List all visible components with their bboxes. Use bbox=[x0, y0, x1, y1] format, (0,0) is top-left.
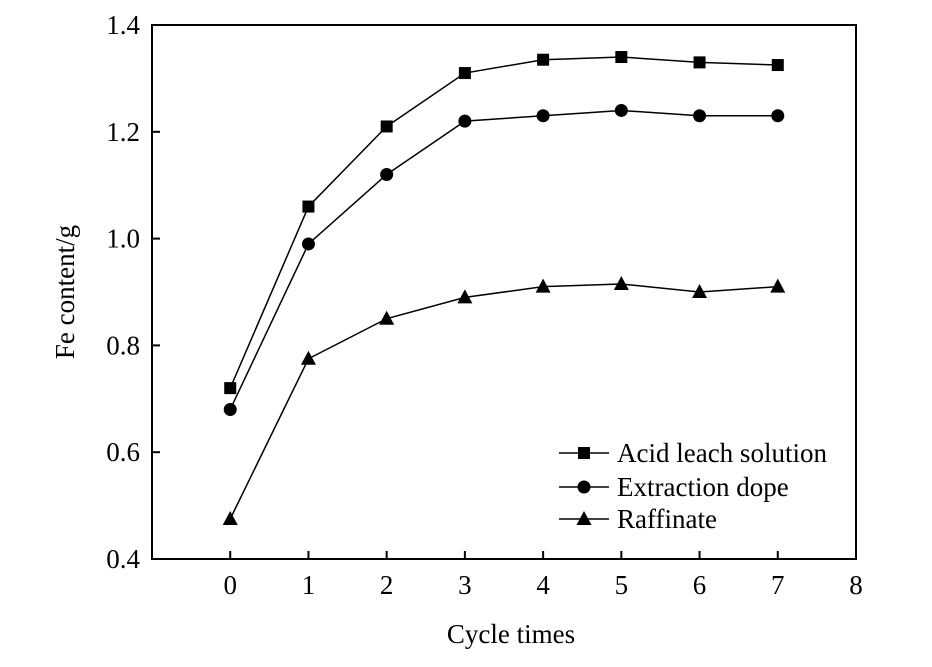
legend-label: Extraction dope bbox=[617, 472, 789, 502]
data-point-square bbox=[693, 56, 706, 69]
data-point-circle bbox=[693, 109, 707, 123]
data-point-triangle bbox=[300, 350, 316, 365]
x-tick-label: 3 bbox=[458, 570, 472, 600]
y-axis-title: Fe content/g bbox=[50, 225, 80, 359]
y-tick-label: 0.6 bbox=[106, 437, 140, 467]
data-point-triangle bbox=[613, 275, 629, 290]
y-tick-label: 1.2 bbox=[106, 117, 140, 147]
y-tick-label: 1.0 bbox=[106, 224, 140, 254]
data-point-square bbox=[224, 382, 237, 395]
data-point-circle bbox=[771, 109, 785, 123]
series-layer bbox=[222, 51, 786, 525]
data-point-square bbox=[458, 67, 471, 80]
data-point-triangle bbox=[457, 289, 473, 304]
x-tick-label: 5 bbox=[615, 570, 629, 600]
data-point-circle bbox=[458, 114, 472, 128]
data-point-square bbox=[771, 59, 784, 72]
data-point-square bbox=[537, 53, 550, 66]
series-line bbox=[229, 283, 778, 520]
legend: Acid leach solution Extraction dopeRaffin… bbox=[559, 438, 827, 534]
legend-item: Extraction dope bbox=[559, 472, 789, 502]
x-tick-label: 1 bbox=[302, 570, 316, 600]
legend-label: Acid leach solution bbox=[617, 438, 827, 468]
data-point-triangle bbox=[692, 284, 708, 298]
data-point-circle bbox=[223, 402, 237, 416]
data-point-circle bbox=[301, 237, 315, 251]
data-point-triangle bbox=[379, 310, 395, 325]
x-tick-label: 4 bbox=[536, 570, 550, 600]
data-point-circle bbox=[536, 109, 550, 123]
data-point-triangle bbox=[222, 510, 238, 525]
x-tick-label: 0 bbox=[223, 570, 237, 600]
data-point-square bbox=[615, 51, 628, 64]
data-point-square bbox=[302, 200, 315, 213]
x-tick-label: 6 bbox=[693, 570, 707, 600]
legend-label: Raffinate bbox=[617, 504, 717, 534]
legend-marker-circle bbox=[577, 480, 591, 494]
x-tick-label: 7 bbox=[771, 570, 785, 600]
axis-ticks: 0 1 2 3 4 5 6 7 8 0.4 0.6 0.8 1.0 1.2 1.4 bbox=[106, 10, 863, 600]
x-axis-title: Cycle times bbox=[447, 619, 575, 649]
plot-frame bbox=[151, 24, 857, 560]
series-line bbox=[229, 56, 778, 389]
x-tick-label: 2 bbox=[380, 570, 394, 600]
data-point-circle bbox=[380, 168, 394, 182]
series-circle bbox=[223, 103, 785, 416]
data-point-circle bbox=[614, 103, 628, 117]
data-point-triangle bbox=[770, 278, 786, 293]
y-tick-label: 0.8 bbox=[106, 330, 140, 360]
data-point-triangle bbox=[535, 278, 551, 293]
series-triangle bbox=[222, 275, 786, 525]
series-square bbox=[224, 51, 784, 395]
legend-item: Raffinate bbox=[559, 504, 717, 534]
legend-marker-square bbox=[578, 447, 590, 459]
y-tick-label: 0.4 bbox=[106, 544, 140, 574]
legend-item: Acid leach solution bbox=[559, 438, 827, 468]
data-point-square bbox=[380, 120, 393, 133]
series-line bbox=[229, 109, 778, 410]
y-tick-label: 1.4 bbox=[106, 10, 140, 40]
legend-marker-triangle bbox=[576, 511, 592, 525]
x-tick-label: 8 bbox=[849, 570, 863, 600]
